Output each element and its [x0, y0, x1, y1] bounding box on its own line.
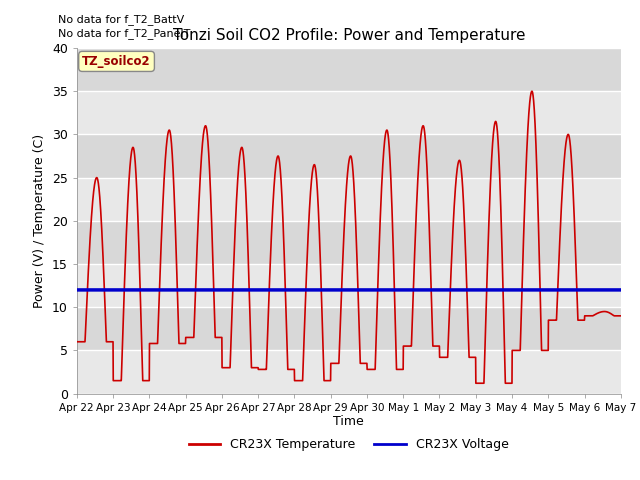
Bar [77, 221, 621, 264]
Bar [77, 134, 621, 178]
Bar [77, 178, 621, 221]
Bar [77, 264, 621, 307]
Bar [77, 307, 621, 350]
Y-axis label: Power (V) / Temperature (C): Power (V) / Temperature (C) [33, 134, 46, 308]
Legend: CR23X Temperature, CR23X Voltage: CR23X Temperature, CR23X Voltage [184, 433, 513, 456]
Bar [77, 350, 621, 394]
Bar [77, 91, 621, 134]
X-axis label: Time: Time [333, 415, 364, 429]
Title: Tonzi Soil CO2 Profile: Power and Temperature: Tonzi Soil CO2 Profile: Power and Temper… [173, 28, 525, 43]
Text: TZ_soilco2: TZ_soilco2 [82, 55, 151, 68]
Text: No data for f_T2_BattV: No data for f_T2_BattV [58, 13, 184, 24]
Text: No data for f_T2_PanelT: No data for f_T2_PanelT [58, 28, 190, 39]
Bar [77, 48, 621, 91]
